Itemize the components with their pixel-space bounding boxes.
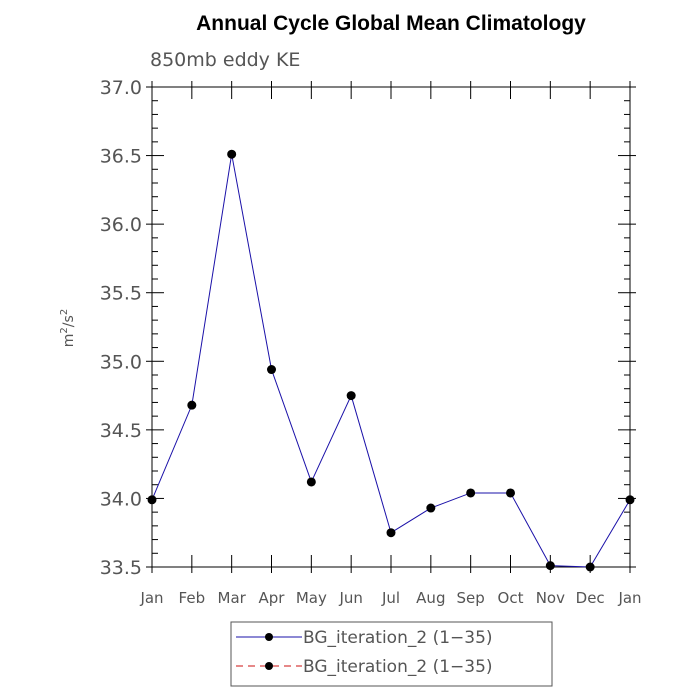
y-tick-label: 36.0 bbox=[100, 214, 142, 236]
data-point bbox=[506, 488, 515, 498]
data-point bbox=[267, 365, 276, 375]
y-label-base: m bbox=[61, 334, 77, 348]
chart-subtitle: 850mb eddy KE bbox=[150, 49, 300, 71]
data-point bbox=[386, 528, 396, 538]
x-tick-label: Aug bbox=[416, 589, 445, 607]
data-point bbox=[585, 562, 595, 572]
legend: BG_iteration_2 (1−35) BG_iteration_2 (1−… bbox=[230, 621, 553, 687]
y-tick-label: 34.5 bbox=[100, 420, 142, 442]
legend-label-1: BG_iteration_2 (1−35) bbox=[303, 628, 493, 648]
legend-box bbox=[230, 621, 553, 687]
data-point bbox=[545, 561, 555, 571]
y-tick-label: 33.5 bbox=[100, 557, 142, 579]
y-tick-label: 34.0 bbox=[100, 488, 142, 510]
legend-marker-1 bbox=[265, 633, 273, 641]
data-point bbox=[187, 400, 197, 410]
x-tick-label: Nov bbox=[536, 589, 565, 607]
x-tick-label: Jan bbox=[617, 589, 641, 607]
series-layer bbox=[147, 149, 635, 572]
svg-text:m2/s2: m2/s2 bbox=[59, 309, 77, 347]
legend-marker-2 bbox=[265, 662, 273, 670]
x-tick-label: Dec bbox=[576, 589, 605, 607]
x-tick-label: Apr bbox=[259, 589, 286, 607]
data-point bbox=[625, 495, 635, 505]
legend-label-2: BG_iteration_2 (1−35) bbox=[303, 657, 493, 677]
y-tick-labels: 33.5 34.0 34.5 35.0 35.5 36.0 36.5 37.0 bbox=[100, 77, 142, 579]
chart-title: Annual Cycle Global Mean Climatology bbox=[196, 12, 586, 35]
x-tick-label: Sep bbox=[457, 589, 485, 607]
data-point bbox=[466, 488, 476, 498]
data-point bbox=[306, 477, 316, 487]
x-tick-label: Jul bbox=[381, 589, 400, 607]
plot-frame bbox=[151, 86, 631, 568]
x-tick-label: Feb bbox=[179, 589, 206, 607]
series-line bbox=[151, 154, 631, 568]
x-tick-label: May bbox=[296, 589, 327, 607]
y-axis-label: m2/s2 bbox=[59, 309, 77, 347]
y-label-middle: /s bbox=[61, 315, 77, 327]
axis-ticks bbox=[146, 81, 636, 573]
x-tick-label: Jan bbox=[139, 589, 163, 607]
data-point bbox=[346, 391, 356, 401]
y-tick-label: 36.5 bbox=[100, 146, 142, 168]
y-tick-label: 35.0 bbox=[100, 351, 142, 373]
x-tick-label: Jun bbox=[338, 589, 362, 607]
data-point bbox=[147, 495, 157, 505]
y-label-exponent-1: 2 bbox=[59, 327, 70, 333]
x-tick-labels: Jan Feb Mar Apr May Jun Jul Aug Sep Oct Nov Dec Jan bbox=[139, 589, 641, 607]
data-point bbox=[426, 503, 436, 513]
y-tick-label: 35.5 bbox=[100, 283, 142, 305]
data-point bbox=[227, 149, 237, 159]
x-tick-label: Oct bbox=[498, 589, 524, 607]
y-tick-label: 37.0 bbox=[100, 77, 142, 99]
x-tick-label: Mar bbox=[218, 589, 247, 607]
y-label-exponent-2: 2 bbox=[59, 309, 70, 315]
